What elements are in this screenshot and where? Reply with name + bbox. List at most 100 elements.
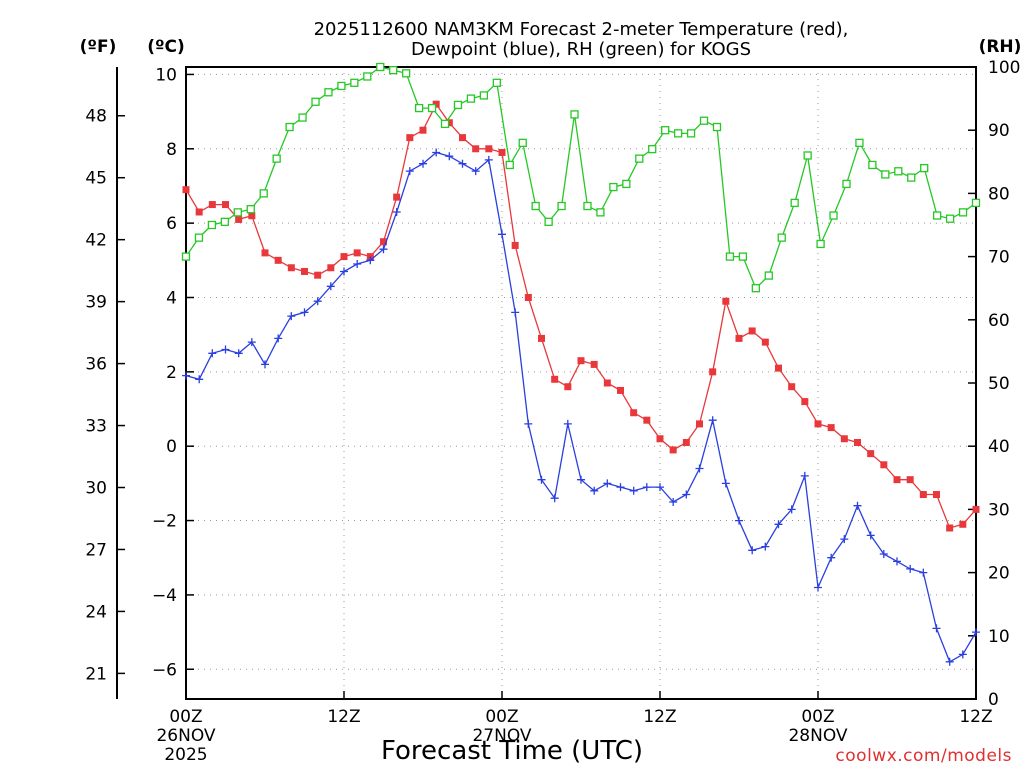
- dewpoint-point: [287, 312, 296, 321]
- rh-point: [376, 62, 385, 72]
- temperature-point: [933, 491, 940, 499]
- fahrenheit-unit-label: (ºF): [80, 37, 117, 57]
- dewpoint-point: [261, 360, 269, 369]
- dewpoint-point: [669, 498, 678, 506]
- dewpoint-point: [695, 464, 704, 473]
- fahrenheit-tick-label: 21: [85, 664, 107, 684]
- fahrenheit-tick-label: 48: [85, 107, 107, 127]
- rh-point: [402, 69, 411, 78]
- rh-point: [427, 103, 437, 113]
- fahrenheit-tick-label: 24: [85, 602, 107, 622]
- fahrenheit-tick-label: 33: [85, 417, 107, 437]
- rh-unit-label: (RH): [979, 37, 1022, 57]
- temperature-point: [419, 126, 427, 134]
- temperature-point: [840, 435, 848, 443]
- dewpoint-point: [906, 564, 915, 573]
- time-tick-label: 2025: [164, 745, 207, 765]
- dewpoint-point: [195, 375, 204, 384]
- rh-point: [596, 208, 605, 217]
- rh-tick-label: 100: [988, 58, 1020, 78]
- time-tick-label: 12Z: [959, 707, 992, 727]
- rh-point: [881, 170, 890, 179]
- dewpoint-point: [234, 349, 243, 358]
- temperature-point: [761, 338, 769, 346]
- celsius-tick-label: −4: [152, 586, 177, 606]
- rh-point: [751, 284, 760, 293]
- rh-point: [363, 72, 372, 81]
- dewpoint-point: [563, 419, 572, 428]
- dewpoint-point: [405, 167, 414, 176]
- series-line: [185, 151, 977, 663]
- temperature-point: [801, 398, 809, 406]
- dewpoint-point: [656, 483, 664, 492]
- celsius-tick-label: −2: [152, 512, 177, 532]
- rh-point: [803, 151, 812, 160]
- time-tick-label: 00Z: [485, 707, 518, 727]
- dewpoint-point: [379, 245, 388, 254]
- rh-point: [971, 198, 981, 208]
- dewpoint-point: [445, 152, 454, 161]
- dewpoint-point: [511, 308, 520, 317]
- rh-tick-label: 30: [988, 500, 1010, 520]
- celsius-axis: −6 −4 −2 0 2 4 6 8 10: [152, 65, 194, 680]
- chart-title-line-1: 2025112600 NAM3KM Forecast 2-meter Tempe…: [314, 19, 849, 40]
- temperature-point: [906, 476, 914, 484]
- temperature-point: [208, 201, 216, 209]
- rh-point: [777, 233, 786, 242]
- rh-tick-label: 0: [988, 690, 999, 710]
- rh-point: [635, 154, 644, 163]
- rh-point: [505, 160, 514, 170]
- temperature-point: [854, 438, 861, 446]
- rh-point: [259, 189, 268, 198]
- time-tick-label: 12Z: [643, 707, 676, 727]
- rh-point: [816, 239, 825, 249]
- rh-tick-label: 20: [988, 564, 1010, 584]
- temperature-point: [735, 334, 743, 342]
- fahrenheit-tick-label: 27: [85, 540, 107, 560]
- rh-point: [583, 201, 592, 211]
- rh-tick-label: 60: [988, 311, 1010, 331]
- time-tick-label: 26NOV: [156, 726, 215, 746]
- celsius-tick-label: 4: [166, 288, 177, 308]
- dewpoint-point: [972, 628, 980, 637]
- celsius-tick-label: 6: [166, 214, 177, 234]
- temperature-point: [669, 446, 677, 454]
- rh-point: [492, 78, 501, 87]
- dewpoint-series: [182, 148, 980, 666]
- temperature-point: [222, 201, 229, 209]
- rh-point: [661, 126, 670, 135]
- temperature-point: [564, 383, 572, 391]
- rh-point: [622, 179, 631, 189]
- dewpoint-point: [682, 490, 691, 499]
- dewpoint-point: [735, 516, 743, 525]
- temperature-point: [538, 334, 545, 342]
- celsius-unit-label: (ºC): [147, 37, 185, 57]
- temperature-point: [682, 438, 690, 446]
- rh-point: [673, 129, 683, 138]
- temperature-point: [195, 208, 203, 216]
- dewpoint-point: [827, 553, 836, 562]
- dewpoint-point: [708, 416, 717, 425]
- credit-label: coolwx.com/models: [835, 746, 1012, 766]
- temperature-point: [748, 327, 756, 335]
- dewpoint-point: [642, 483, 651, 492]
- rh-point: [518, 138, 527, 147]
- temperature-point: [696, 420, 703, 428]
- rh-point: [466, 94, 476, 103]
- time-tick-label: 00Z: [801, 707, 834, 727]
- dewpoint-point: [274, 334, 283, 343]
- rh-point: [570, 110, 579, 119]
- rh-point: [440, 119, 450, 129]
- celsius-tick-label: −6: [152, 660, 177, 680]
- dewpoint-point: [208, 349, 217, 358]
- dewpoint-point: [629, 486, 638, 495]
- temperature-point: [709, 368, 717, 376]
- rh-point: [220, 217, 230, 226]
- dewpoint-point: [590, 486, 599, 495]
- dewpoint-point: [932, 624, 941, 633]
- rh-tick-label: 80: [988, 184, 1010, 204]
- temperature-point: [472, 145, 480, 153]
- temperature-point: [722, 297, 730, 305]
